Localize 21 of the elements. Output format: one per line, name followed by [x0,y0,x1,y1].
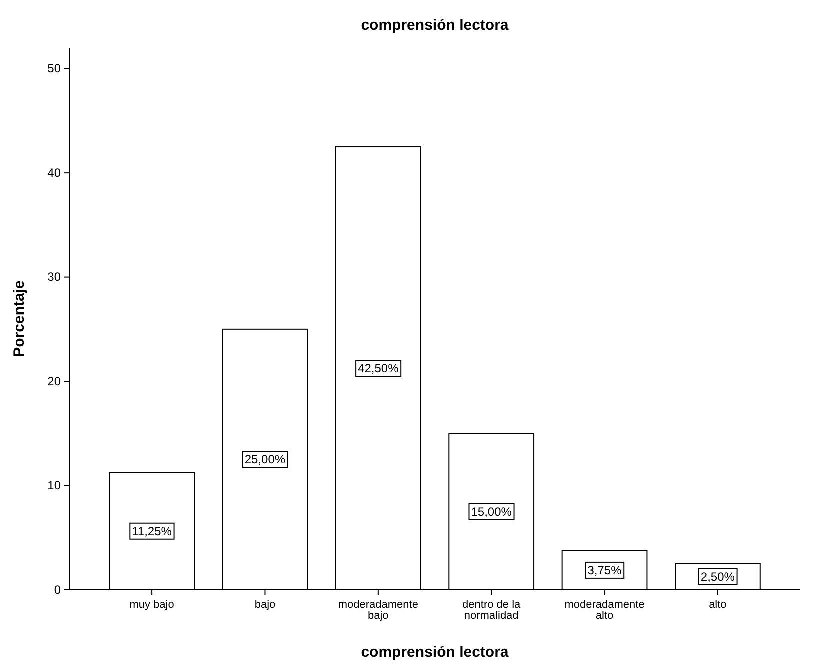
y-tick-label: 0 [54,582,62,597]
y-tick-label: 30 [48,270,62,284]
data-label: 25,00% [244,452,286,467]
data-label: 42,50% [358,362,400,376]
data-label: 15,00% [471,504,512,519]
y-axis-title: Porcentaje [11,280,28,358]
data-label: 2,50% [700,570,736,584]
y-tick-label: 50 [48,62,62,76]
x-tick-label: muy bajo [130,599,174,611]
x-tick-label: moderadamente alto [564,599,645,622]
y-tick-label: 20 [48,374,62,388]
x-axis-title: comprensión lectora [361,644,510,661]
chart-title: comprensión lectora [361,17,510,34]
y-tick-label: 10 [48,478,62,493]
x-tick-label: bajo [254,599,276,611]
data-label: 3,75% [588,563,622,578]
y-tick-label: 40 [48,166,62,180]
data-label: 11,25% [132,524,172,538]
x-tick-label: dentro de la normalidad [462,599,522,622]
x-tick-label: alto [709,599,727,611]
x-tick-label: moderadamente bajo [338,599,418,622]
